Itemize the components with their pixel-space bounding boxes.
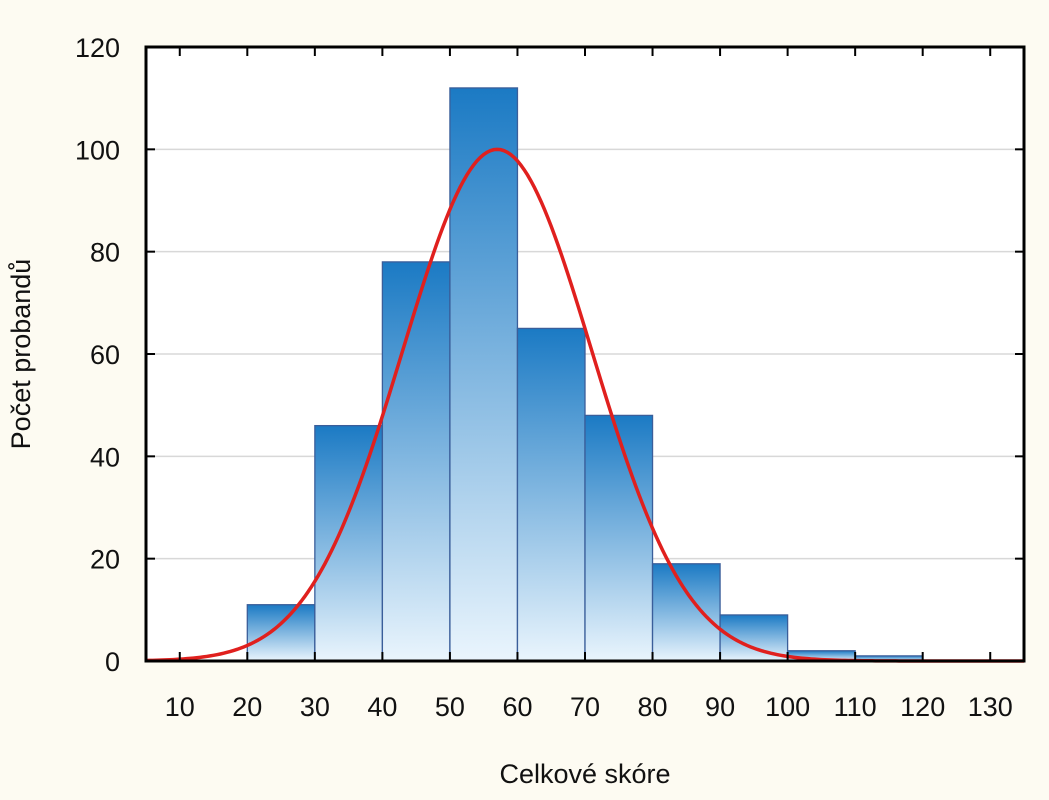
- histogram-bar: [651, 563, 721, 662]
- histogram-bar: [381, 261, 451, 662]
- y-tick-label: 80: [90, 238, 120, 268]
- x-tick-label: 110: [834, 692, 877, 722]
- x-tick-label: 90: [705, 692, 735, 722]
- x-axis-title: Celkové skóre: [499, 759, 670, 789]
- histogram-bar: [449, 87, 519, 662]
- x-tick-label: 120: [900, 692, 945, 722]
- y-tick-label: 0: [105, 647, 120, 677]
- x-tick-label: 30: [300, 692, 330, 722]
- tick-labels: 0 20 40 60 80 100 120 10 20 30 40 50 60 70 80 90 100 110 1…: [75, 33, 1013, 722]
- histogram-bar: [516, 327, 586, 662]
- y-tick-label: 120: [75, 33, 120, 63]
- x-tick-label: 40: [367, 692, 397, 722]
- x-tick-label: 20: [232, 692, 262, 722]
- x-tick-label: 50: [435, 692, 465, 722]
- y-tick-label: 20: [90, 545, 120, 575]
- histogram-bar: [314, 424, 384, 662]
- y-tick-label: 100: [75, 135, 120, 165]
- x-tick-label: 80: [638, 692, 668, 722]
- y-tick-label: 40: [90, 442, 120, 472]
- x-tick-label: 10: [165, 692, 195, 722]
- histogram-bar: [584, 414, 654, 662]
- y-axis-title: Počet probandů: [6, 259, 36, 450]
- histogram-bar: [246, 604, 316, 662]
- x-tick-label: 100: [765, 692, 810, 722]
- x-tick-label: 130: [968, 692, 1013, 722]
- y-tick-label: 60: [90, 340, 120, 370]
- x-tick-label: 70: [570, 692, 600, 722]
- x-tick-label: 60: [502, 692, 532, 722]
- axis-ticks: [146, 46, 1024, 662]
